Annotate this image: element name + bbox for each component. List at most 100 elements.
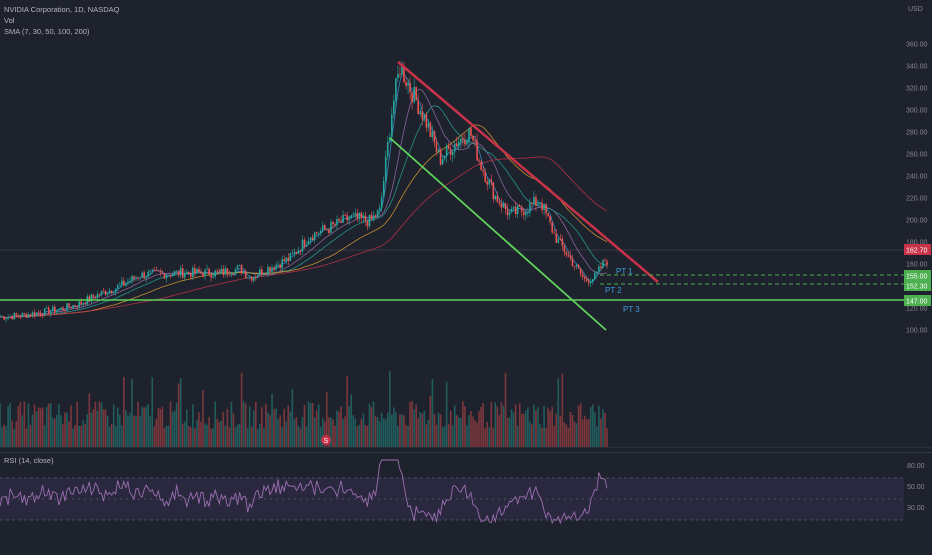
sma-200-line <box>0 156 608 319</box>
volume-bar <box>537 407 539 447</box>
volume-bar <box>1 427 3 447</box>
candle-body <box>504 203 507 209</box>
volume-bar <box>108 426 111 447</box>
volume-bar <box>84 423 87 447</box>
candle-body <box>194 267 196 274</box>
candle-body <box>587 281 590 284</box>
candle-body <box>269 267 271 272</box>
volume-bar <box>391 414 393 447</box>
candle-body <box>451 151 454 156</box>
volume-bar <box>58 403 60 447</box>
candle-body <box>49 311 52 314</box>
volume-bar <box>600 418 602 447</box>
volume-bar <box>17 406 20 447</box>
candle-body <box>315 232 318 234</box>
volume-bar <box>478 411 480 447</box>
volume-bar <box>181 423 184 447</box>
volume-bar <box>407 425 409 447</box>
candle-body <box>173 271 176 275</box>
volume-bar <box>506 417 509 447</box>
candle-body <box>31 312 34 316</box>
candle-body <box>391 114 393 138</box>
candle-body <box>543 204 545 210</box>
volume-bar <box>378 421 381 447</box>
candle-body <box>123 280 125 286</box>
volume-bar <box>49 402 52 447</box>
volume-bar <box>557 378 560 447</box>
volume-bar <box>472 416 474 447</box>
candle-body <box>96 294 99 299</box>
volume-bar <box>19 402 22 447</box>
volume-bar <box>350 394 353 447</box>
candle-body <box>522 211 525 216</box>
volume-bar <box>533 404 535 447</box>
candle-body <box>33 312 36 316</box>
volume-bar <box>539 423 541 447</box>
price-tick-label: 240.00 <box>906 174 928 181</box>
volume-bar <box>94 401 97 447</box>
candle-body <box>133 276 135 279</box>
volume-bar <box>332 419 334 447</box>
candle-body <box>175 270 178 272</box>
candle-body <box>571 258 574 267</box>
candle-body <box>569 255 572 259</box>
candle-body <box>411 92 413 103</box>
volume-bar <box>125 410 127 447</box>
candle-body <box>78 301 80 308</box>
volume-bar <box>421 413 424 447</box>
candle-body <box>125 283 127 286</box>
candle-body <box>472 135 474 141</box>
candle-body <box>222 268 225 275</box>
price-tick-label: 340.00 <box>906 64 928 71</box>
volume-bar <box>305 426 308 447</box>
candle-body <box>114 288 117 293</box>
volume-bar <box>90 412 93 447</box>
candle-body <box>417 100 420 115</box>
rsi-legend: RSI (14, close) <box>4 456 54 465</box>
candle-body <box>585 278 588 282</box>
candle-body <box>455 143 458 147</box>
candle-body <box>537 203 539 206</box>
volume-bar <box>169 401 172 447</box>
candle-body <box>131 276 133 282</box>
volume-bar <box>587 418 590 447</box>
candle-body <box>100 290 103 295</box>
volume-bar <box>374 415 377 447</box>
candle-body <box>187 271 190 274</box>
candle-body <box>232 274 235 276</box>
candle-body <box>208 268 210 276</box>
volume-bar <box>226 408 229 447</box>
volume-bar <box>267 412 269 447</box>
candle-body <box>287 257 290 262</box>
candle-body <box>589 282 592 284</box>
volume-bar <box>393 407 395 447</box>
candle-body <box>423 114 426 120</box>
volume-bar <box>224 425 227 447</box>
volume-bar <box>185 409 188 447</box>
candle-body <box>161 272 164 274</box>
candle-body <box>108 290 111 294</box>
volume-bar <box>535 410 537 447</box>
candle-body <box>533 197 535 204</box>
candle-body <box>196 269 198 274</box>
volume-bar <box>218 422 221 447</box>
volume-bar <box>409 402 411 447</box>
candle-body <box>157 270 160 272</box>
candle-body <box>116 285 119 289</box>
candle-body <box>104 290 107 295</box>
volume-bar <box>488 427 491 447</box>
volume-bar <box>547 407 549 447</box>
volume-bar <box>522 414 525 447</box>
volume-bar <box>449 411 452 447</box>
current-price-value: 162.70 <box>906 248 928 255</box>
volume-bar <box>131 379 133 447</box>
volume-bar <box>596 426 598 447</box>
volume-bar <box>397 425 399 447</box>
candle-body <box>70 307 72 309</box>
price-tick-label: 300.00 <box>906 108 928 115</box>
candle-body <box>35 312 38 316</box>
volume-bar <box>31 414 34 447</box>
candle-body <box>25 313 28 318</box>
